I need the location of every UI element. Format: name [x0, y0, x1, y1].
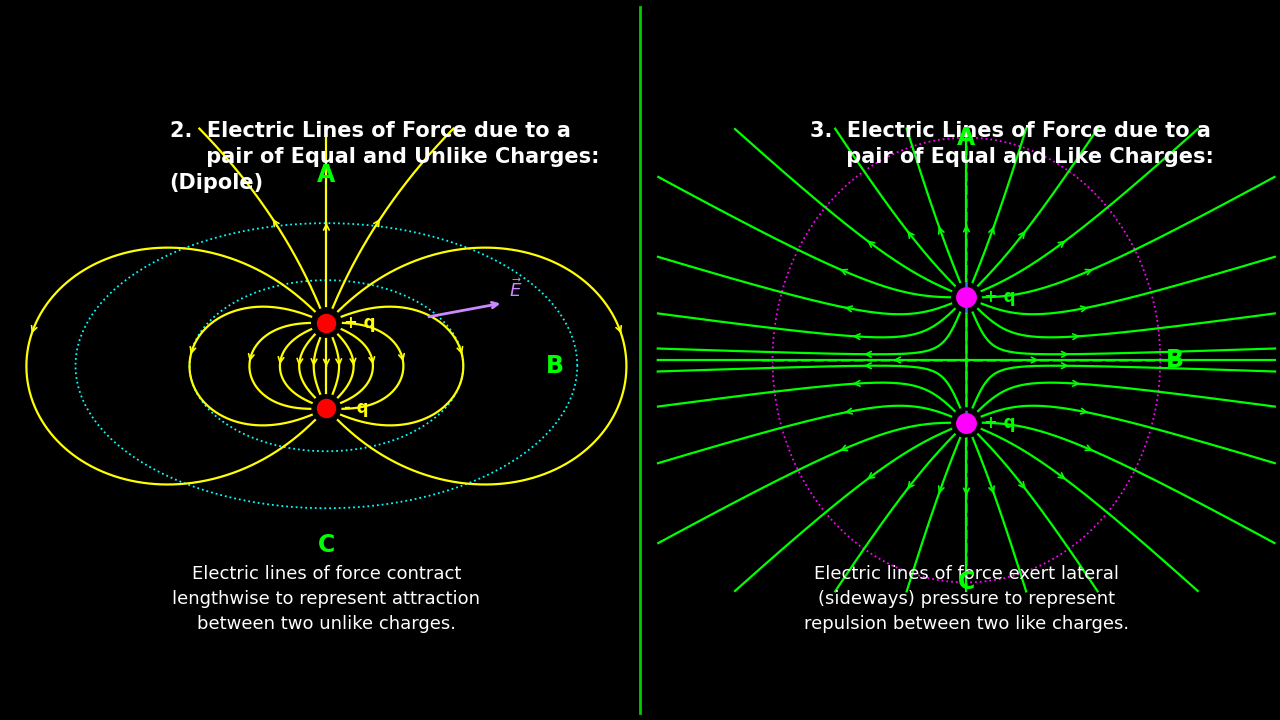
Text: + q: + q: [343, 314, 375, 332]
Text: A: A: [957, 125, 975, 150]
Text: Electric lines of force exert lateral
(sideways) pressure to represent
repulsion: Electric lines of force exert lateral (s…: [804, 565, 1129, 634]
Text: + q: + q: [983, 414, 1015, 432]
Text: 🔊: 🔊: [1233, 579, 1242, 597]
Text: A: A: [317, 163, 335, 186]
Text: Electric lines of force contract
lengthwise to represent attraction
between two : Electric lines of force contract lengthw…: [173, 565, 480, 634]
Text: $\vec{E}$: $\vec{E}$: [509, 279, 522, 301]
Text: - q: - q: [343, 400, 369, 418]
Text: + q: + q: [983, 288, 1015, 306]
Text: C: C: [957, 570, 975, 595]
Text: 2.  Electric Lines of Force due to a
     pair of Equal and Unlike Charges:
(Dip: 2. Electric Lines of Force due to a pair…: [169, 120, 599, 194]
Text: B: B: [545, 354, 563, 378]
Text: 3.  Electric Lines of Force due to a
     pair of Equal and Like Charges:: 3. Electric Lines of Force due to a pair…: [809, 120, 1213, 167]
Text: C: C: [317, 534, 335, 557]
Text: B: B: [1166, 348, 1184, 372]
